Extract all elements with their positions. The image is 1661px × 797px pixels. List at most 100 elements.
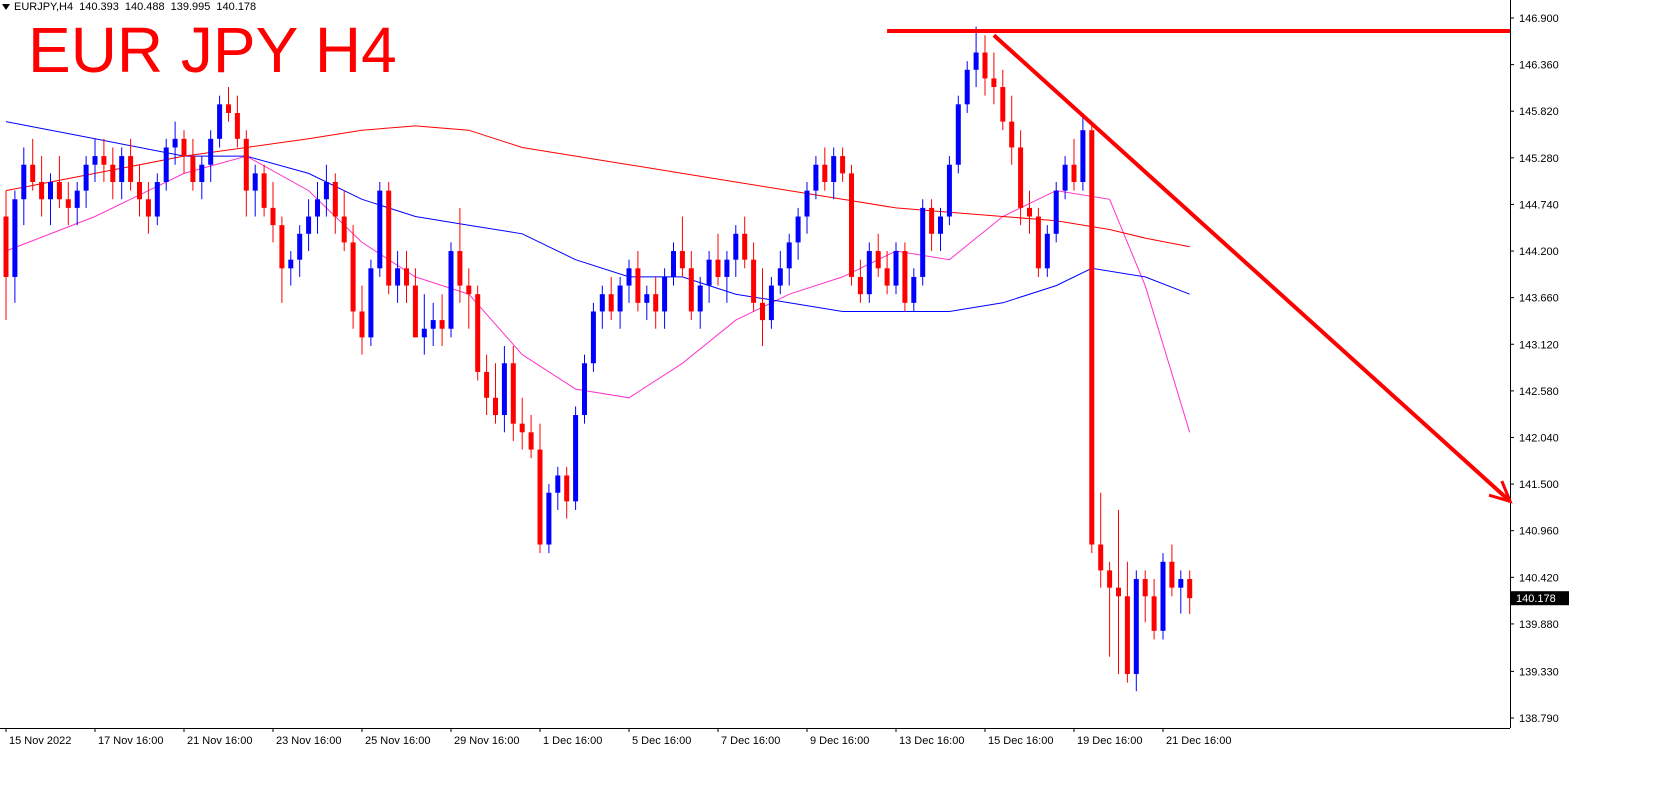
candle-body (439, 320, 445, 329)
time-tick-label: 7 Dec 16:00 (721, 735, 780, 747)
low-value: 139.995 (170, 1, 211, 13)
candle-body (831, 156, 837, 182)
candle-body (697, 285, 703, 312)
candle-body (1044, 233, 1050, 269)
candle-body (804, 190, 810, 217)
time-tick-label: 21 Dec 16:00 (1166, 735, 1231, 747)
candle-body (92, 156, 98, 165)
candle-body (101, 156, 107, 165)
chart-title-overlay: EUR JPY H4 (28, 14, 397, 86)
candle-body (929, 207, 935, 234)
price-tick-label: 139.330 (1519, 666, 1559, 678)
candle-body (510, 363, 516, 424)
candle-body (733, 233, 739, 260)
candle-body (626, 268, 632, 286)
candle-body (955, 104, 961, 165)
price-tick-label: 143.660 (1519, 293, 1559, 305)
time-tick-label: 25 Nov 16:00 (365, 735, 430, 747)
candle-body (395, 268, 401, 286)
time-tick-label: 15 Nov 2022 (9, 735, 71, 747)
candle-body (3, 216, 9, 277)
candle-body (83, 164, 89, 191)
candle-body (163, 147, 169, 182)
price-tick-label: 141.500 (1519, 479, 1559, 491)
dropdown-arrow-icon[interactable] (2, 4, 10, 11)
candle-body (341, 216, 347, 243)
candle-body (760, 302, 765, 321)
candle-body (946, 164, 952, 217)
candle-body (849, 173, 854, 277)
candle-body (795, 216, 801, 243)
candle-body (866, 251, 872, 295)
candle-body (813, 164, 819, 191)
candle-body (501, 363, 507, 416)
candle-body (368, 268, 374, 338)
price-tick-label: 145.820 (1519, 106, 1559, 118)
candle-body (297, 233, 303, 260)
candle-body (181, 138, 187, 157)
candle-body (323, 181, 329, 200)
trendline-arrow-icon (1488, 480, 1513, 504)
candle-body (1027, 207, 1032, 217)
candle-body (56, 181, 62, 200)
candle-body (332, 181, 338, 217)
time-tick-label: 21 Nov 16:00 (187, 735, 252, 747)
candle-body (964, 69, 970, 105)
candle-body (671, 251, 676, 277)
price-tick-label: 146.900 (1519, 13, 1559, 25)
candle-body (234, 112, 240, 139)
high-value: 140.488 (124, 1, 165, 13)
price-tick-label: 142.580 (1519, 386, 1559, 398)
candle-body (404, 268, 409, 286)
candle-body (154, 181, 160, 217)
candle-body (1124, 596, 1130, 674)
candle-body (279, 225, 285, 269)
candle-body (768, 285, 774, 321)
candle-body (1187, 579, 1193, 599)
candle-body (840, 156, 846, 174)
candle-body (475, 294, 481, 372)
candle-body (662, 276, 668, 312)
candle-body (1178, 579, 1184, 588)
candle-body (1009, 121, 1015, 148)
candle-body (679, 251, 685, 269)
candle-body (635, 268, 641, 303)
candle-body (457, 251, 463, 286)
candle-body (688, 268, 694, 312)
candle-body (884, 268, 890, 286)
candle-body (172, 138, 178, 148)
current-price-tag (1511, 591, 1569, 606)
candle-body (1053, 190, 1059, 234)
price-tick-label: 144.200 (1519, 246, 1559, 258)
candle-body (466, 285, 472, 295)
candle-body (217, 104, 223, 139)
candle-body (537, 449, 543, 545)
candle-body (1089, 130, 1095, 545)
candle-body (893, 251, 899, 286)
candle-body (653, 294, 659, 312)
candle-body (48, 181, 53, 200)
candle-body (1160, 561, 1166, 631)
candle-body (582, 363, 587, 416)
chart-header: EURJPY,H4 140.393 140.488 139.995 140.178 (2, 1, 262, 13)
candle-body (528, 432, 534, 450)
candle-body (306, 216, 312, 234)
candle-body (137, 181, 142, 200)
price-tick-label: 143.120 (1519, 339, 1559, 351)
candle-body (1000, 87, 1006, 122)
time-tick-label: 9 Dec 16:00 (810, 735, 869, 747)
time-tick-label: 23 Nov 16:00 (276, 735, 341, 747)
candle-body (1151, 596, 1157, 631)
price-tick-label: 140.960 (1519, 526, 1559, 538)
candle-body (857, 276, 863, 295)
candle-body (644, 294, 650, 303)
candle-body (991, 78, 997, 88)
candle-body (199, 164, 205, 182)
open-value: 140.393 (79, 1, 119, 13)
candle-body (1080, 130, 1086, 182)
candle-body (377, 190, 383, 269)
time-tick-label: 15 Dec 16:00 (988, 735, 1053, 747)
time-tick-label: 29 Nov 16:00 (454, 735, 519, 747)
close-value: 140.178 (216, 1, 257, 13)
